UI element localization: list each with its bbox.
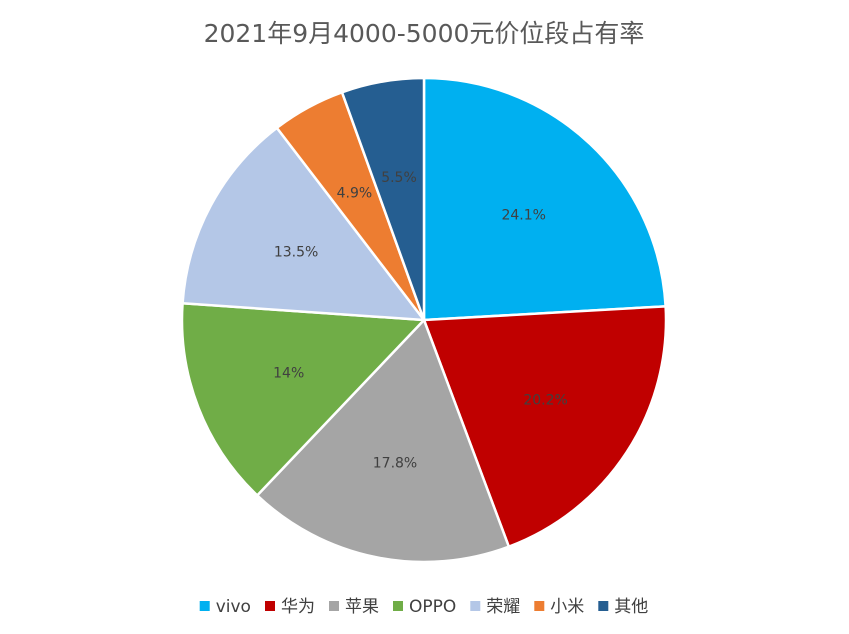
pie-slice-2 [255,318,511,564]
legend-item: OPPO [393,597,456,617]
legend-item: 其他 [598,597,648,617]
legend-label: 华为 [281,597,315,617]
pie-slice-3 [180,302,426,497]
pie-slice-4 [181,126,426,322]
legend-item: vivo [199,597,251,617]
legend-swatch [329,601,339,611]
pie-slice-0 [422,76,667,322]
slice-data-label: 14% [273,366,304,382]
slice-data-label: 4.9% [337,186,373,202]
legend-swatch [393,601,403,611]
legend-label: 苹果 [345,597,379,617]
legend-item: 苹果 [329,597,379,617]
pie-slice-6 [340,76,426,322]
legend-item: 小米 [534,597,584,617]
legend-item: 荣耀 [470,597,520,617]
pie-slices [180,76,668,564]
legend-swatch [470,601,481,611]
legend-swatch [199,601,210,611]
legend-label: 荣耀 [486,597,520,617]
legend-label: OPPO [409,597,456,617]
legend-swatch [534,601,545,611]
slice-labels: 24.1% 20.2% 17.8% 14% 13.5% 4.9% 5.5% [273,170,568,471]
legend-swatch [598,601,609,611]
slice-data-label: 5.5% [381,170,417,186]
slice-data-label: 24.1% [501,208,545,224]
slice-data-label: 20.2% [523,392,567,408]
slice-data-label: 17.8% [373,455,417,471]
legend-swatch [265,601,275,611]
legend-label: 其他 [614,597,648,617]
slice-data-label: 13.5% [274,244,318,260]
legend: vivo 华为 苹果 OPPO 荣耀 小米 其他 [199,597,648,617]
legend-item: 华为 [265,597,315,617]
pie-slice-1 [422,305,668,548]
legend-label: 小米 [550,597,584,617]
chart-title: 2021年9月4000-5000元价位段占有率 [204,19,645,48]
legend-label: vivo [216,597,251,617]
